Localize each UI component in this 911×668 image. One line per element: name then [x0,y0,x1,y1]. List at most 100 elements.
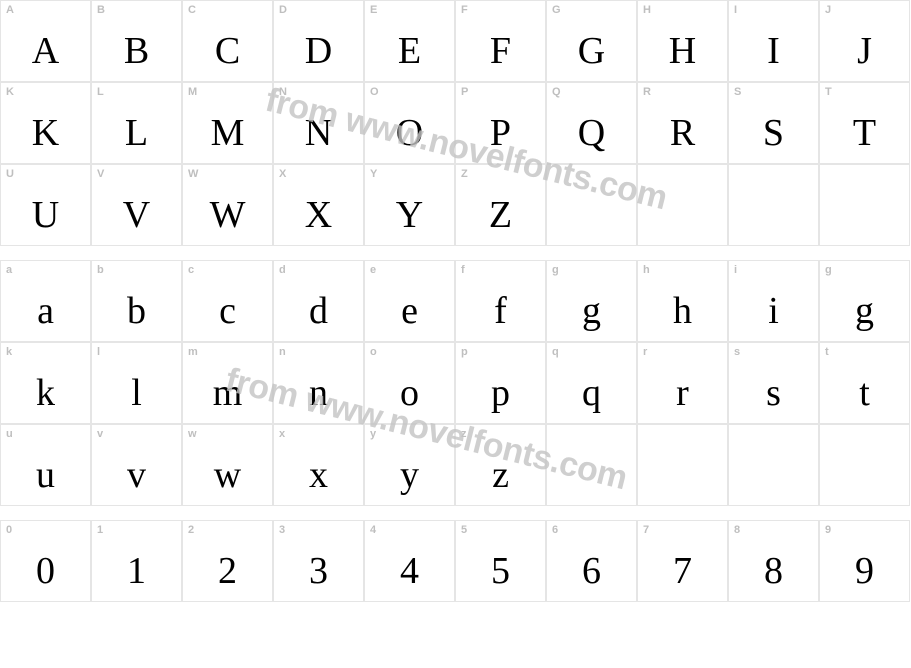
glyph-cell: II [728,0,819,82]
empty-cell [637,164,728,246]
cell-glyph: B [92,29,181,73]
cell-label: o [370,346,377,358]
glyph-cell: pp [455,342,546,424]
cell-glyph: 5 [456,549,545,593]
cell-label: e [370,264,376,276]
glyph-cell: aa [0,260,91,342]
cell-label: W [188,168,198,180]
cell-glyph: v [92,453,181,497]
cell-glyph: 3 [274,549,363,593]
glyph-cell: 99 [819,520,910,602]
glyph-cell: 11 [91,520,182,602]
glyph-cell: HH [637,0,728,82]
cell-label: G [552,4,561,16]
cell-label: Q [552,86,561,98]
cell-label: F [461,4,468,16]
glyph-cell: xx [273,424,364,506]
cell-glyph: L [92,111,181,155]
section-spacer [0,506,911,520]
cell-glyph: 9 [820,549,909,593]
cell-glyph: m [183,371,272,415]
cell-glyph: A [1,29,90,73]
cell-label: A [6,4,14,16]
cell-label: l [97,346,100,358]
glyph-cell: LL [91,82,182,164]
glyph-cell: mm [182,342,273,424]
glyph-cell: WW [182,164,273,246]
glyph-cell: gg [546,260,637,342]
glyph-cell: YY [364,164,455,246]
cell-glyph: X [274,193,363,237]
cell-label: V [97,168,104,180]
glyph-cell: FF [455,0,546,82]
empty-cell [819,424,910,506]
cell-label: 8 [734,524,740,536]
cell-glyph: T [820,111,909,155]
glyph-cell: 44 [364,520,455,602]
cell-label: n [279,346,286,358]
cell-label: c [188,264,194,276]
glyph-cell: JJ [819,0,910,82]
cell-glyph: 0 [1,549,90,593]
cell-glyph: x [274,453,363,497]
cell-label: a [6,264,12,276]
cell-label: X [279,168,286,180]
cell-glyph: n [274,371,363,415]
cell-label: q [552,346,559,358]
cell-glyph: 8 [729,549,818,593]
glyph-cell: cc [182,260,273,342]
cell-label: v [97,428,103,440]
glyph-cell: bb [91,260,182,342]
cell-label: 0 [6,524,12,536]
cell-glyph: b [92,289,181,333]
cell-glyph: d [274,289,363,333]
glyph-cell: 00 [0,520,91,602]
empty-cell [637,424,728,506]
glyph-cell: ee [364,260,455,342]
cell-glyph: k [1,371,90,415]
cell-label: y [370,428,376,440]
cell-glyph: F [456,29,545,73]
cell-glyph: S [729,111,818,155]
cell-label: B [97,4,105,16]
glyph-cell: 88 [728,520,819,602]
cell-glyph: D [274,29,363,73]
cell-label: s [734,346,740,358]
cell-label: i [734,264,737,276]
cell-glyph: O [365,111,454,155]
cell-label: R [643,86,651,98]
digits-section: 00112233445566778899 [0,520,911,602]
cell-glyph: l [92,371,181,415]
glyph-cell: EE [364,0,455,82]
cell-label: J [825,4,831,16]
cell-glyph: G [547,29,636,73]
cell-glyph: c [183,289,272,333]
cell-glyph: a [1,289,90,333]
cell-label: 9 [825,524,831,536]
glyph-cell: dd [273,260,364,342]
cell-label: h [643,264,650,276]
glyph-cell: kk [0,342,91,424]
glyph-cell: DD [273,0,364,82]
cell-label: S [734,86,741,98]
lowercase-section: aabbccddeeffgghhiiggkkllmmnnooppqqrrsstt… [0,260,911,506]
glyph-cell: ZZ [455,164,546,246]
glyph-cell: ll [91,342,182,424]
glyph-cell: CC [182,0,273,82]
cell-glyph: H [638,29,727,73]
cell-label: b [97,264,104,276]
glyph-cell: 55 [455,520,546,602]
glyph-cell: 66 [546,520,637,602]
cell-label: 4 [370,524,376,536]
cell-label: x [279,428,285,440]
cell-glyph: P [456,111,545,155]
cell-glyph: Q [547,111,636,155]
glyph-cell: NN [273,82,364,164]
glyph-cell: gg [819,260,910,342]
glyph-cell: ii [728,260,819,342]
cell-glyph: 2 [183,549,272,593]
cell-glyph: r [638,371,727,415]
glyph-cell: KK [0,82,91,164]
glyph-cell: zz [455,424,546,506]
glyph-cell: AA [0,0,91,82]
